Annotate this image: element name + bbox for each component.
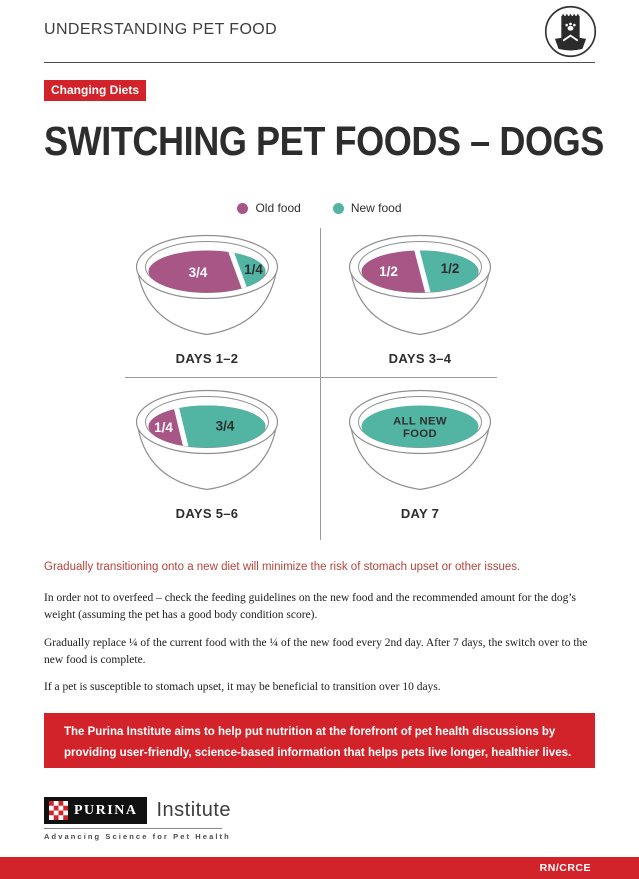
callout-line1: The Purina Institute aims to help put nu… <box>64 726 556 738</box>
bowl1-label: DAYS 1–2 <box>175 351 239 366</box>
new-food-dot-icon <box>332 202 344 214</box>
bowl-days-3-4: 1/2 1/2 <box>348 234 492 336</box>
purina-logo-box: PURINA <box>44 797 148 824</box>
header-divider <box>44 62 595 63</box>
bowl2-old-fraction: 1/2 <box>379 264 398 279</box>
legend: Old food New food <box>0 201 639 215</box>
bowl-days-5-6: 1/4 3/4 <box>135 389 279 491</box>
brand-row: PURINA Institute <box>44 797 231 824</box>
page-title: UNDERSTANDING PET FOOD <box>44 21 278 38</box>
footer-bar: RN/CRCE <box>0 857 639 879</box>
highlight-sentence: Gradually transitioning onto a new diet … <box>44 561 521 573</box>
purina-institute-logo: PURINA Institute Advancing Science for P… <box>44 797 231 841</box>
section-badge: Changing Diets <box>44 80 147 101</box>
bowl1-new-fraction: 1/4 <box>244 262 263 277</box>
tagline-divider <box>44 828 222 829</box>
bowl4-text-line1: ALL NEW <box>393 415 447 427</box>
body-paragraphs: In order not to overfeed – check the fee… <box>44 590 600 706</box>
bowl4-text-line2: FOOD <box>403 428 437 440</box>
institute-wordmark: Institute <box>156 799 231 821</box>
checkerboard-icon <box>49 801 68 820</box>
bowl2-new-fraction: 1/2 <box>441 261 460 276</box>
bowl2-label: DAYS 3–4 <box>388 351 452 366</box>
pet-food-bag-and-bowl-icon <box>544 5 597 58</box>
document-code: RN/CRCE <box>539 862 591 874</box>
legend-old-label: Old food <box>255 201 301 215</box>
paragraph-overfeed: In order not to overfeed – check the fee… <box>44 592 577 622</box>
grid-vertical-divider <box>320 228 321 540</box>
bowl4-label: DAY 7 <box>400 506 440 521</box>
legend-item-new-food: New food <box>332 201 402 215</box>
bowl3-new-fraction: 3/4 <box>216 418 235 433</box>
old-food-dot-icon <box>237 202 249 214</box>
paragraph-replace: Gradually replace ¼ of the current food … <box>44 636 588 666</box>
tagline: Advancing Science for Pet Health <box>44 832 231 841</box>
grid-horizontal-divider <box>125 377 497 378</box>
bowl-days-1-2: 3/4 1/4 <box>135 234 279 336</box>
bowl-day-7: ALL NEW FOOD <box>348 389 492 491</box>
paragraph-susceptible: If a pet is susceptible to stomach upset… <box>44 681 441 693</box>
bowl3-old-fraction: 1/4 <box>154 420 173 435</box>
purina-institute-callout: The Purina Institute aims to help put nu… <box>44 713 595 768</box>
bowl1-old-fraction: 3/4 <box>189 265 208 280</box>
bowl-diagram-grid: 3/4 1/4 DAYS 1–2 1/2 1/2 DAYS 3–4 <box>0 225 639 545</box>
callout-line2: providing user-friendly, science-based i… <box>64 746 572 759</box>
bowl3-label: DAYS 5–6 <box>175 506 239 521</box>
main-title: SWITCHING PET FOODS – DOGS <box>44 118 604 164</box>
legend-item-old-food: Old food <box>237 201 301 215</box>
legend-new-label: New food <box>350 201 402 215</box>
purina-wordmark: PURINA <box>74 802 138 818</box>
